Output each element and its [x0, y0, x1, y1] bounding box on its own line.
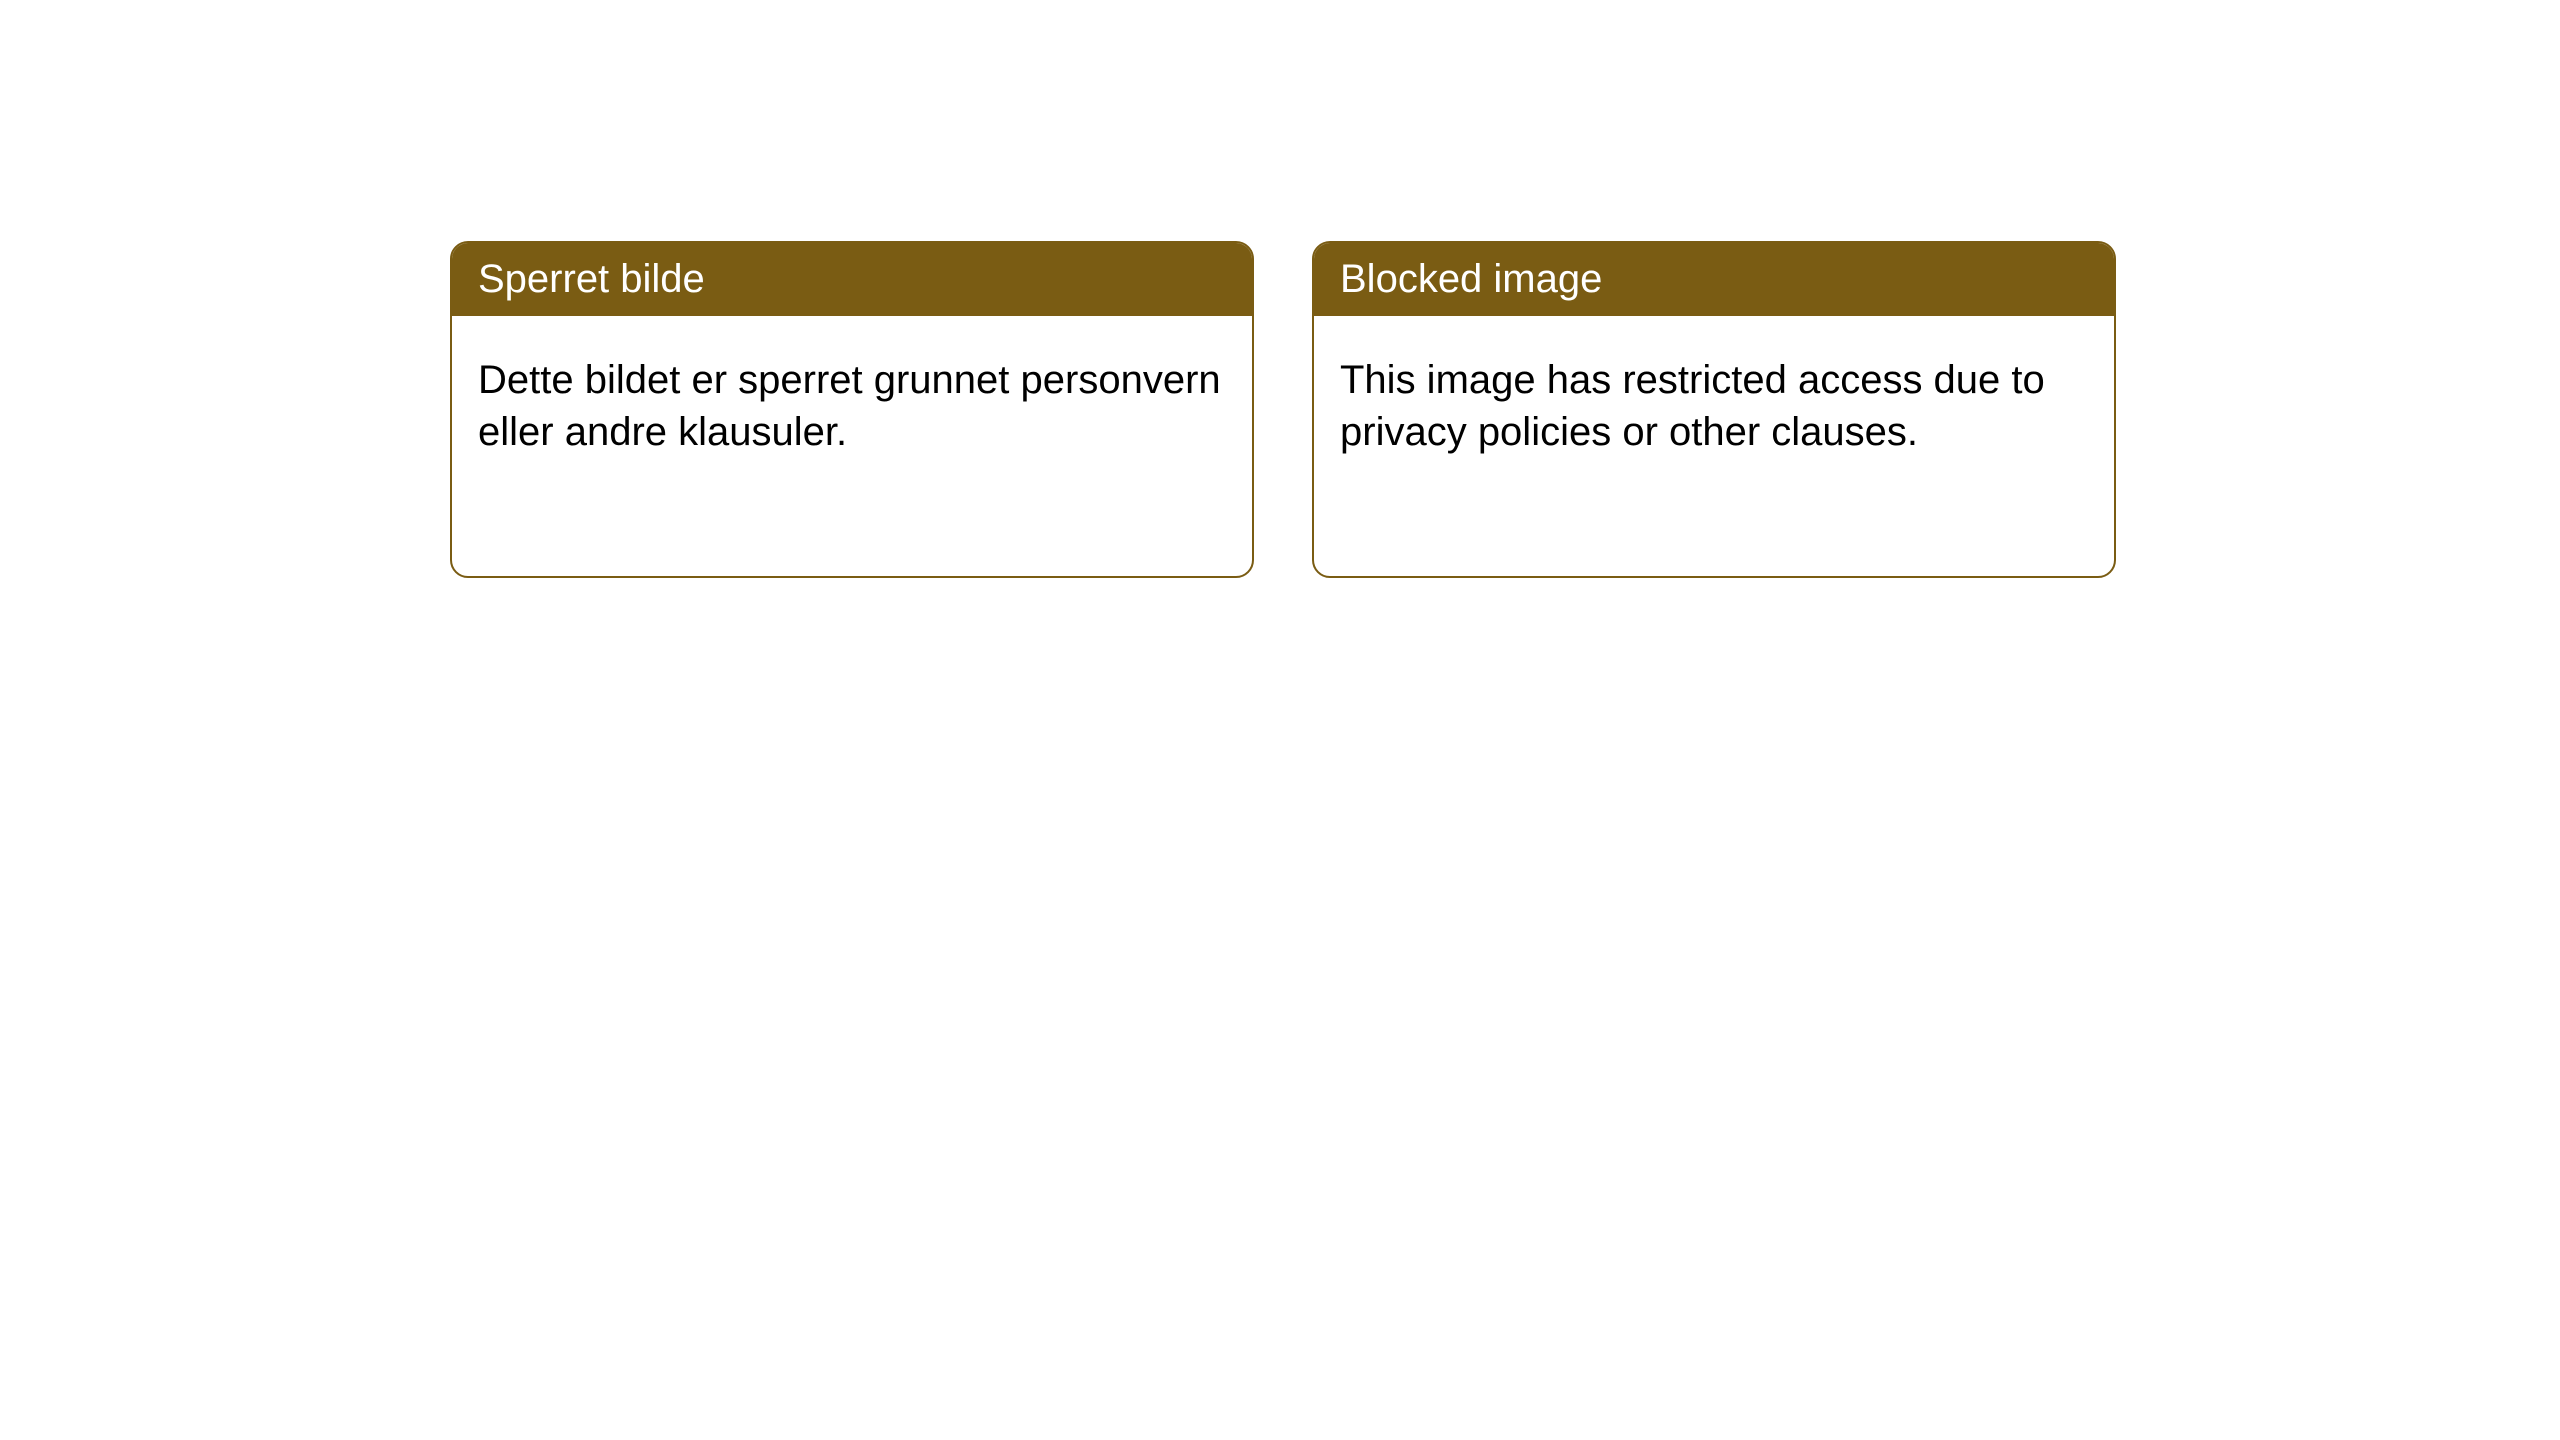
card-title: Sperret bilde: [478, 257, 705, 301]
cards-container: Sperret bilde Dette bildet er sperret gr…: [450, 241, 2560, 578]
card-body-text: Dette bildet er sperret grunnet personve…: [478, 358, 1221, 454]
card-header: Sperret bilde: [452, 243, 1252, 316]
card-body: Dette bildet er sperret grunnet personve…: [452, 316, 1252, 496]
card-header: Blocked image: [1314, 243, 2114, 316]
card-norwegian: Sperret bilde Dette bildet er sperret gr…: [450, 241, 1254, 578]
card-english: Blocked image This image has restricted …: [1312, 241, 2116, 578]
card-body-text: This image has restricted access due to …: [1340, 358, 2045, 454]
card-body: This image has restricted access due to …: [1314, 316, 2114, 496]
card-title: Blocked image: [1340, 257, 1602, 301]
